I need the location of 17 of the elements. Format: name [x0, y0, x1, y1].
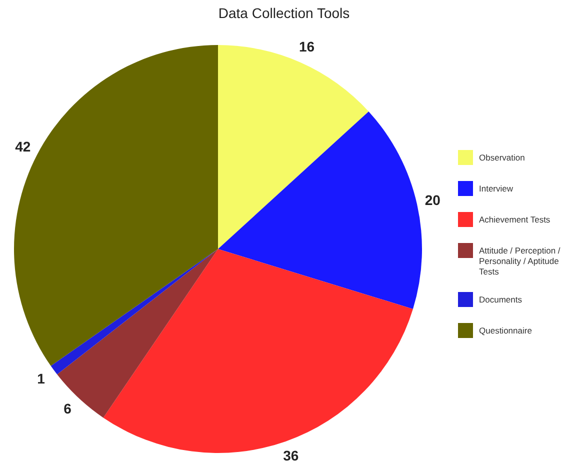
legend-label: Achievement Tests [479, 214, 550, 224]
legend-label: Interview [479, 184, 514, 194]
data-label: 1 [37, 370, 46, 387]
pie-slice [218, 111, 422, 310]
data-label: 20 [424, 192, 441, 208]
pie-slice [57, 249, 218, 418]
chart-title: Data Collection Tools [218, 5, 350, 21]
pie-slice [50, 249, 218, 374]
legend-label: Questionnaire [479, 326, 532, 336]
legend-label: Attitude / Perception / Personality / Aptitude Tests [479, 246, 561, 276]
legend-label: Observation [479, 152, 526, 162]
legend-label: Documents [479, 294, 522, 304]
data-label: 42 [15, 138, 31, 154]
data-label: 16 [298, 38, 315, 55]
pie-slice [14, 45, 218, 366]
data-label: 6 [64, 400, 72, 417]
data-label: 36 [283, 448, 299, 463]
